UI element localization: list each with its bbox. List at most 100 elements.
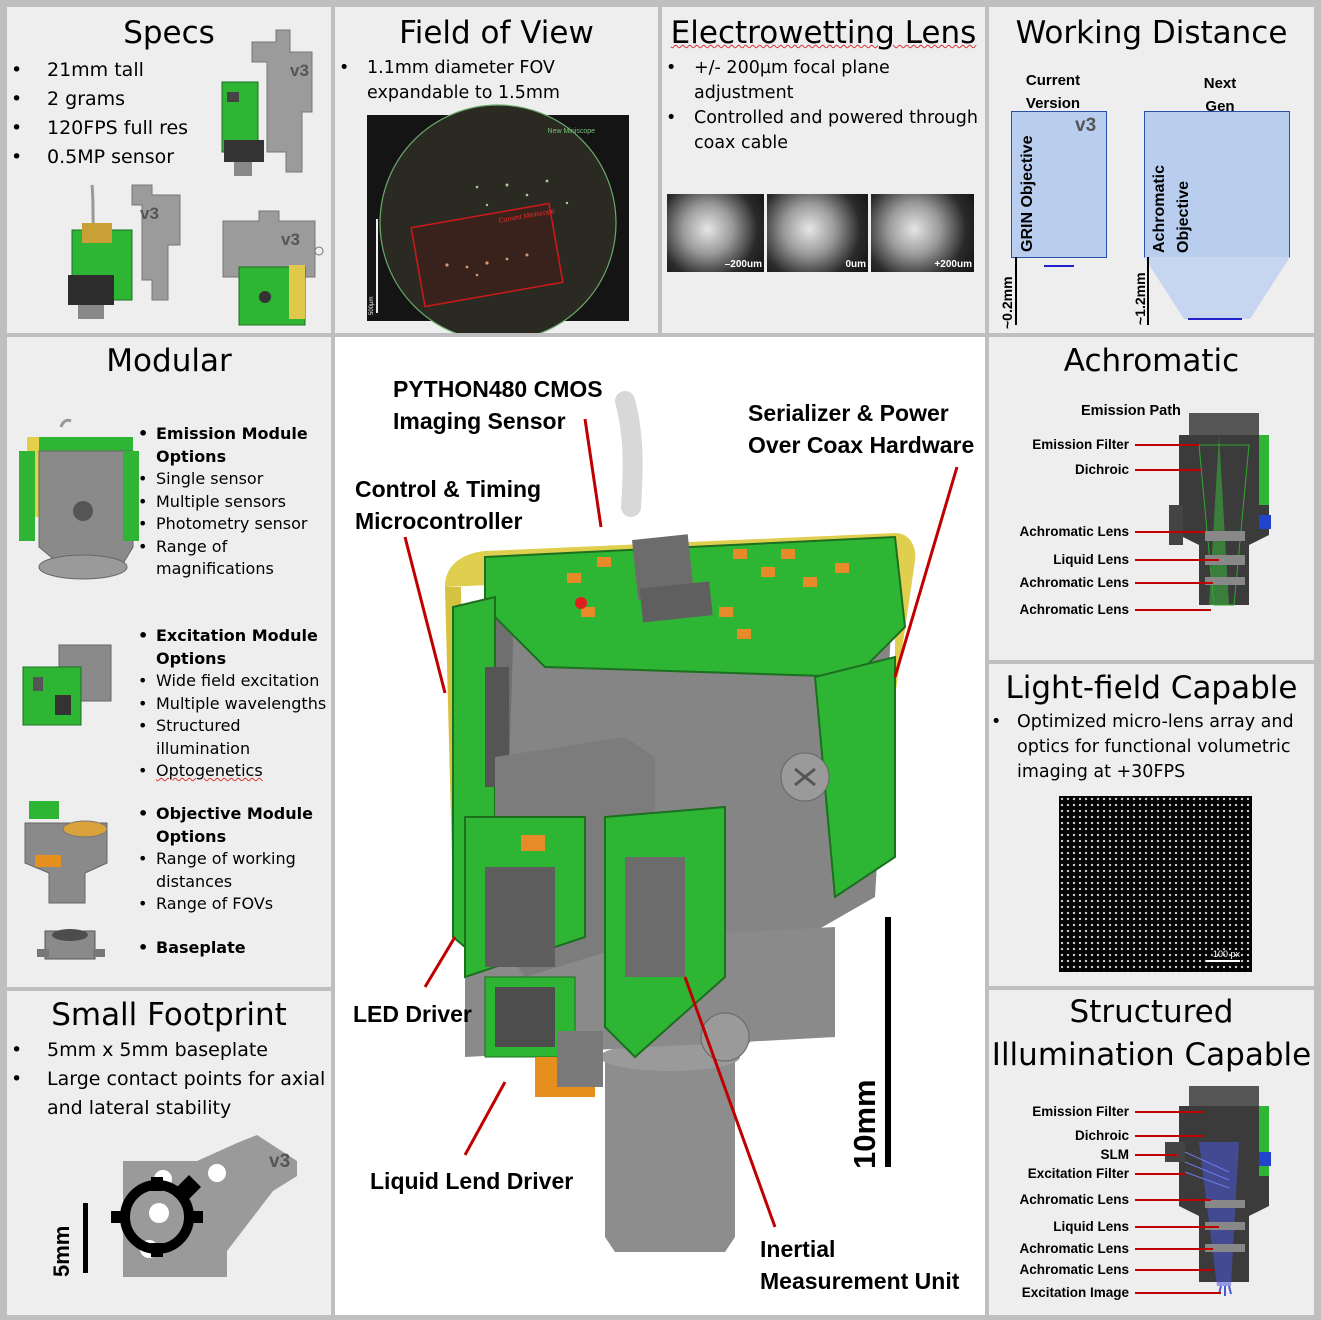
miniscope-render-angle: v3 — [68, 184, 181, 319]
version-tag: v3 — [290, 61, 309, 80]
objective-list: Objective Module Options Range of workin… — [138, 803, 330, 916]
list-item: Optimized micro-lens array and optics fo… — [991, 710, 1309, 785]
list-item: Multiple sensors — [138, 491, 330, 514]
list-item: Objective Module Options — [138, 803, 330, 848]
list-item: Large contact points for axial and later… — [11, 1065, 329, 1123]
controller-label-line1: Control & Timing — [355, 476, 542, 502]
center-scale-label: 10mm — [847, 1079, 882, 1169]
list-item: Controlled and powered through coax cabl… — [666, 106, 984, 156]
next-gen-label: Next Gen — [1203, 75, 1237, 115]
list-item: Optogenetics — [138, 760, 330, 783]
current-version-tag: v3 — [1075, 115, 1097, 136]
list-item: 120FPS full res — [11, 114, 188, 143]
ewl-image-zero: 0um — [767, 194, 868, 272]
ewl-image-minus: –200um — [667, 194, 764, 272]
working-distance-panel: Working Distance Current Version Next Ge… — [989, 7, 1314, 333]
next-objective-box — [1144, 111, 1290, 258]
current-distance-line — [1015, 257, 1017, 325]
achromatic-leaders — [1135, 444, 1219, 611]
list-item: Multiple wavelengths — [138, 693, 330, 716]
lightfield-scale-bar — [1206, 960, 1240, 962]
lightfield-image: 100 px — [1059, 796, 1252, 972]
fov-scale-label: 500µm — [369, 297, 375, 315]
lightfield-scale-label: 100 px — [1212, 949, 1240, 959]
lightfield-title: Light-field Capable — [1005, 670, 1298, 706]
modular-title: Modular — [106, 343, 232, 379]
ewl-image-label: 0um — [845, 259, 866, 270]
achromatic-title: Achromatic — [1063, 343, 1240, 379]
structured-panel: Structured Illumination Capable Emission… — [989, 990, 1314, 1315]
structured-label: Dichroic — [1074, 1128, 1129, 1143]
fov-image: New Miniscope Current Miniscope 500µm — [367, 104, 629, 333]
next-distance-label: ~1.2mm — [1132, 272, 1148, 325]
achromatic-label: Achromatic Lens — [1019, 575, 1129, 590]
structured-label: Achromatic Lens — [1019, 1241, 1129, 1256]
lightfield-list: Optimized micro-lens array and optics fo… — [991, 710, 1309, 785]
next-objective-cone — [1144, 257, 1290, 320]
list-item: Photometry sensor — [138, 513, 330, 536]
achromatic-cross-section — [1169, 413, 1271, 606]
center-panel: PYTHON480 CMOS Imaging Sensor Serializer… — [335, 337, 985, 1315]
miniscope-main-render — [403, 391, 959, 1252]
excitation-module-render — [22, 644, 112, 726]
structured-title-1: Structured — [1069, 994, 1234, 1030]
new-miniscope-label: New Miniscope — [548, 128, 596, 135]
fov-title: Field of View — [399, 15, 594, 51]
version-tag: v3 — [269, 1151, 290, 1172]
list-item: Range of FOVs — [138, 893, 330, 916]
structured-label: SLM — [1100, 1147, 1130, 1162]
current-version-label: Current Version — [1025, 72, 1081, 112]
specs-title: Specs — [123, 15, 215, 51]
fov-panel: Field of View 1.1mm diameter FOV expanda… — [335, 7, 658, 333]
current-objective-box — [1011, 111, 1107, 258]
emission-path-header: Emission Path — [1081, 403, 1181, 419]
version-tag: v3 — [140, 204, 159, 223]
imu-label-line1: Inertial — [760, 1236, 836, 1262]
footprint-panel: Small Footprint 5mm x 5mm baseplate Larg… — [7, 991, 331, 1315]
serializer-label-line2: Over Coax Hardware — [748, 432, 975, 458]
list-item: Emission Module Options — [138, 423, 330, 468]
liquid-lens-driver-label: Liquid Lend Driver — [370, 1168, 574, 1194]
current-objective-label: GRIN Objective — [1019, 135, 1036, 252]
list-item: Baseplate — [138, 937, 330, 960]
structured-label: Excitation Image — [1021, 1285, 1129, 1300]
list-item: 0.5MP sensor — [11, 143, 188, 172]
baseplate-render — [37, 929, 105, 960]
sensor-label: PYTHON480 CMOS Imaging Sensor — [393, 373, 603, 437]
current-distance-label: ~0.2mm — [999, 276, 1015, 329]
emission-list: Emission Module Options Single sensor Mu… — [138, 423, 330, 581]
led-driver-label: LED Driver — [353, 1001, 472, 1027]
structured-label: Achromatic Lens — [1019, 1262, 1129, 1277]
wd-title: Working Distance — [1015, 15, 1288, 51]
list-item: Single sensor — [138, 468, 330, 491]
next-distance-line — [1147, 257, 1149, 325]
list-item: 1.1mm diameter FOV expandable to 1.5mm — [339, 56, 579, 106]
list-item: +/- 200µm focal plane adjustment — [666, 56, 984, 106]
miniscope-render-top: v3 — [222, 210, 324, 326]
version-tag: v3 — [281, 230, 300, 249]
structured-label: Excitation Filter — [1027, 1166, 1129, 1181]
imu-label-line2: Measurement Unit — [760, 1268, 960, 1294]
lightfield-panel: Light-field Capable Optimized micro-lens… — [989, 664, 1314, 986]
controller-label-line2: Microcontroller — [355, 508, 523, 534]
list-item: 5mm x 5mm baseplate — [11, 1036, 329, 1065]
list-item: Excitation Module Options — [138, 625, 330, 670]
modular-panel: Modular Emission Module Options Single s… — [7, 337, 331, 987]
imu-label: Inertial Measurement Unit — [760, 1233, 959, 1297]
structured-leaders — [1135, 1111, 1221, 1294]
next-objective-label-2: Objective — [1175, 180, 1192, 253]
emission-module-render — [19, 418, 139, 580]
footprint-scale-bar — [83, 1203, 88, 1273]
miniscope-render-side: v3 — [221, 29, 313, 176]
sensor-label-line2: Imaging Sensor — [393, 408, 566, 434]
excitation-list: Excitation Module Options Wide field exc… — [138, 625, 330, 783]
structured-title-2: Illumination Capable — [991, 1037, 1312, 1073]
ewl-image-label: –200um — [724, 259, 762, 270]
list-item: Range of magnifications — [138, 536, 330, 581]
achromatic-label: Achromatic Lens — [1019, 602, 1129, 617]
footprint-list: 5mm x 5mm baseplate Large contact points… — [11, 1036, 329, 1123]
sensor-label-line1: PYTHON480 CMOS — [393, 376, 603, 402]
specs-panel: Specs 21mm tall 2 grams 120FPS full res … — [7, 7, 331, 333]
specs-list: 21mm tall 2 grams 120FPS full res 0.5MP … — [11, 56, 188, 172]
